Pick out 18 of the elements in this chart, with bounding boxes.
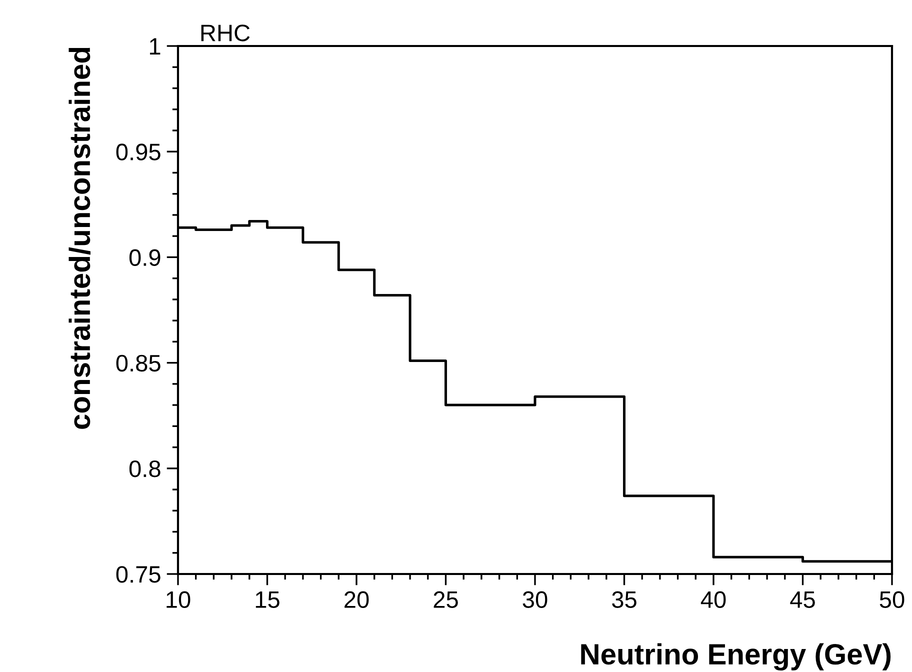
y-tick-label: 0.95 bbox=[116, 144, 160, 160]
x-axis-title: Neutrino Energy (GeV) bbox=[581, 643, 891, 671]
y-tick-label: 0.85 bbox=[116, 354, 160, 372]
y-tick-label: 1 bbox=[150, 38, 160, 55]
x-tick-label: 50 bbox=[880, 591, 904, 608]
x-tick-label: 15 bbox=[256, 592, 280, 608]
x-tick-label: 30 bbox=[522, 591, 548, 608]
y-tick-label: 0.75 bbox=[116, 566, 160, 583]
x-tick-label: 40 bbox=[700, 591, 726, 608]
chart-title: RHC bbox=[201, 24, 250, 42]
x-tick-label: 25 bbox=[434, 591, 458, 608]
x-tick-label: 45 bbox=[790, 592, 815, 608]
y-axis-title: constrainted/unconstrained bbox=[68, 48, 90, 429]
x-tick-label: 35 bbox=[612, 591, 636, 608]
y-tick-label: 0.8 bbox=[129, 460, 160, 478]
x-tick-label: 20 bbox=[344, 591, 369, 608]
y-tick-label: 0.9 bbox=[129, 249, 160, 266]
x-tick-label: 10 bbox=[166, 591, 190, 608]
